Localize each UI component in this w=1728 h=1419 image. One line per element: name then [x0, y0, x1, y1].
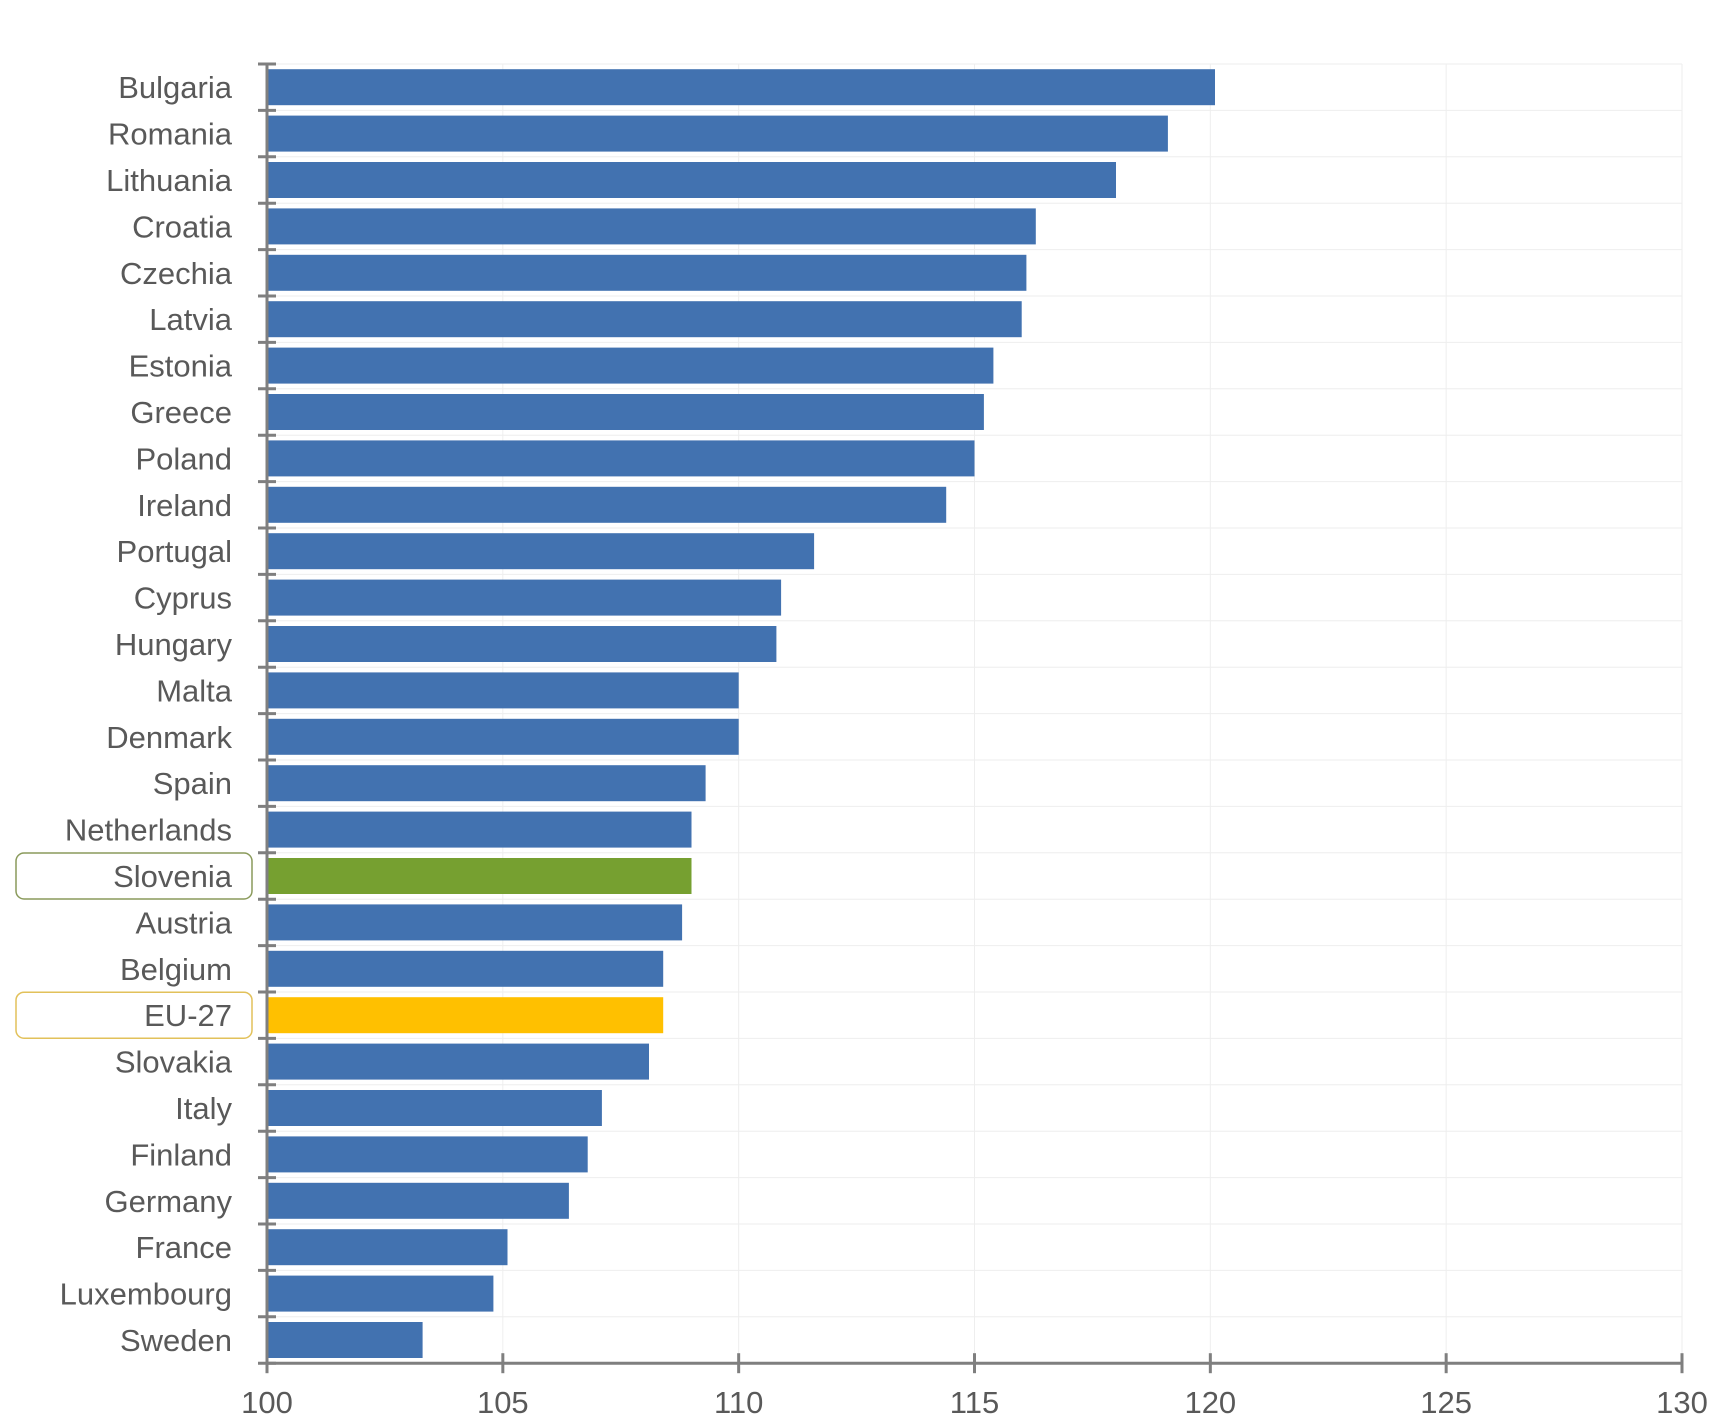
category-label-portugal: Portugal: [117, 534, 232, 569]
bar-eu-27: [267, 997, 664, 1034]
category-label-eu-27: EU-27: [144, 998, 232, 1033]
category-label-luxembourg: Luxembourg: [60, 1277, 232, 1312]
x-tick-label-100: 100: [241, 1385, 293, 1419]
category-label-spain: Spain: [153, 766, 232, 801]
category-label-slovakia: Slovakia: [115, 1045, 233, 1080]
category-label-italy: Italy: [175, 1091, 232, 1126]
bar-slovenia: [267, 858, 692, 894]
x-tick-labels: 100 105 110 115 120 125 130: [241, 1385, 1708, 1419]
category-label-croatia: Croatia: [132, 209, 233, 244]
highlight-box-slovenia: [15, 852, 253, 900]
bar-poland: [267, 440, 975, 477]
bar-cyprus: [267, 579, 782, 616]
bars: [267, 69, 1215, 1358]
bar-france: [267, 1229, 508, 1266]
category-label-austria: Austria: [136, 905, 233, 940]
bar-romania: [267, 115, 1168, 152]
highlight-boxes: [15, 852, 253, 1039]
bar-portugal: [267, 533, 815, 570]
bar-germany: [267, 1182, 569, 1219]
x-tick-label-125: 125: [1420, 1385, 1472, 1419]
bar-malta: [267, 672, 739, 709]
category-label-slovenia: Slovenia: [113, 859, 233, 894]
bar-italy: [267, 1090, 602, 1126]
category-label-sweden: Sweden: [120, 1323, 232, 1358]
category-label-czechia: Czechia: [120, 256, 233, 291]
category-label-belgium: Belgium: [120, 952, 232, 987]
bar-bulgaria: [267, 69, 1215, 106]
category-label-germany: Germany: [105, 1184, 233, 1219]
axes: [258, 62, 1684, 1374]
category-label-latvia: Latvia: [149, 302, 232, 337]
bar-estonia: [267, 347, 994, 384]
bar-latvia: [267, 301, 1022, 338]
category-label-ireland: Ireland: [137, 488, 232, 523]
bar-sweden: [267, 1322, 423, 1358]
bar-luxembourg: [267, 1275, 494, 1312]
x-tick-label-115: 115: [950, 1385, 999, 1419]
category-labels: Bulgaria Romania Lithuania Croatia Czechia La…: [60, 70, 233, 1358]
category-label-france: France: [136, 1230, 232, 1265]
bar-greece: [267, 394, 984, 430]
bar-finland: [267, 1136, 588, 1173]
category-label-netherlands: Netherlands: [65, 813, 232, 848]
bar-hungary: [267, 626, 777, 662]
category-label-hungary: Hungary: [115, 627, 233, 662]
category-label-greece: Greece: [130, 395, 232, 430]
category-label-cyprus: Cyprus: [134, 581, 232, 616]
category-label-malta: Malta: [156, 673, 233, 708]
bar-netherlands: [267, 811, 692, 848]
bar-belgium: [267, 950, 664, 987]
highlight-box-eu-27: [15, 991, 253, 1039]
x-tick-label-110: 110: [714, 1385, 763, 1419]
category-label-estonia: Estonia: [129, 349, 233, 384]
category-label-bulgaria: Bulgaria: [118, 70, 232, 105]
category-label-denmark: Denmark: [106, 720, 232, 755]
bar-croatia: [267, 208, 1036, 245]
category-label-romania: Romania: [108, 117, 233, 152]
bar-austria: [267, 904, 683, 941]
category-label-lithuania: Lithuania: [106, 163, 233, 198]
bar-slovakia: [267, 1043, 649, 1080]
bar-spain: [267, 765, 706, 802]
bar-czechia: [267, 254, 1027, 291]
x-tick-label-130: 130: [1656, 1385, 1708, 1419]
bar-ireland: [267, 486, 947, 523]
bar-denmark: [267, 718, 739, 755]
category-label-finland: Finland: [130, 1137, 232, 1172]
x-tick-label-105: 105: [477, 1385, 529, 1419]
bar-lithuania: [267, 162, 1116, 198]
x-tick-label-120: 120: [1184, 1385, 1236, 1419]
grid-lines: [267, 63, 1683, 1364]
category-label-poland: Poland: [135, 441, 232, 476]
